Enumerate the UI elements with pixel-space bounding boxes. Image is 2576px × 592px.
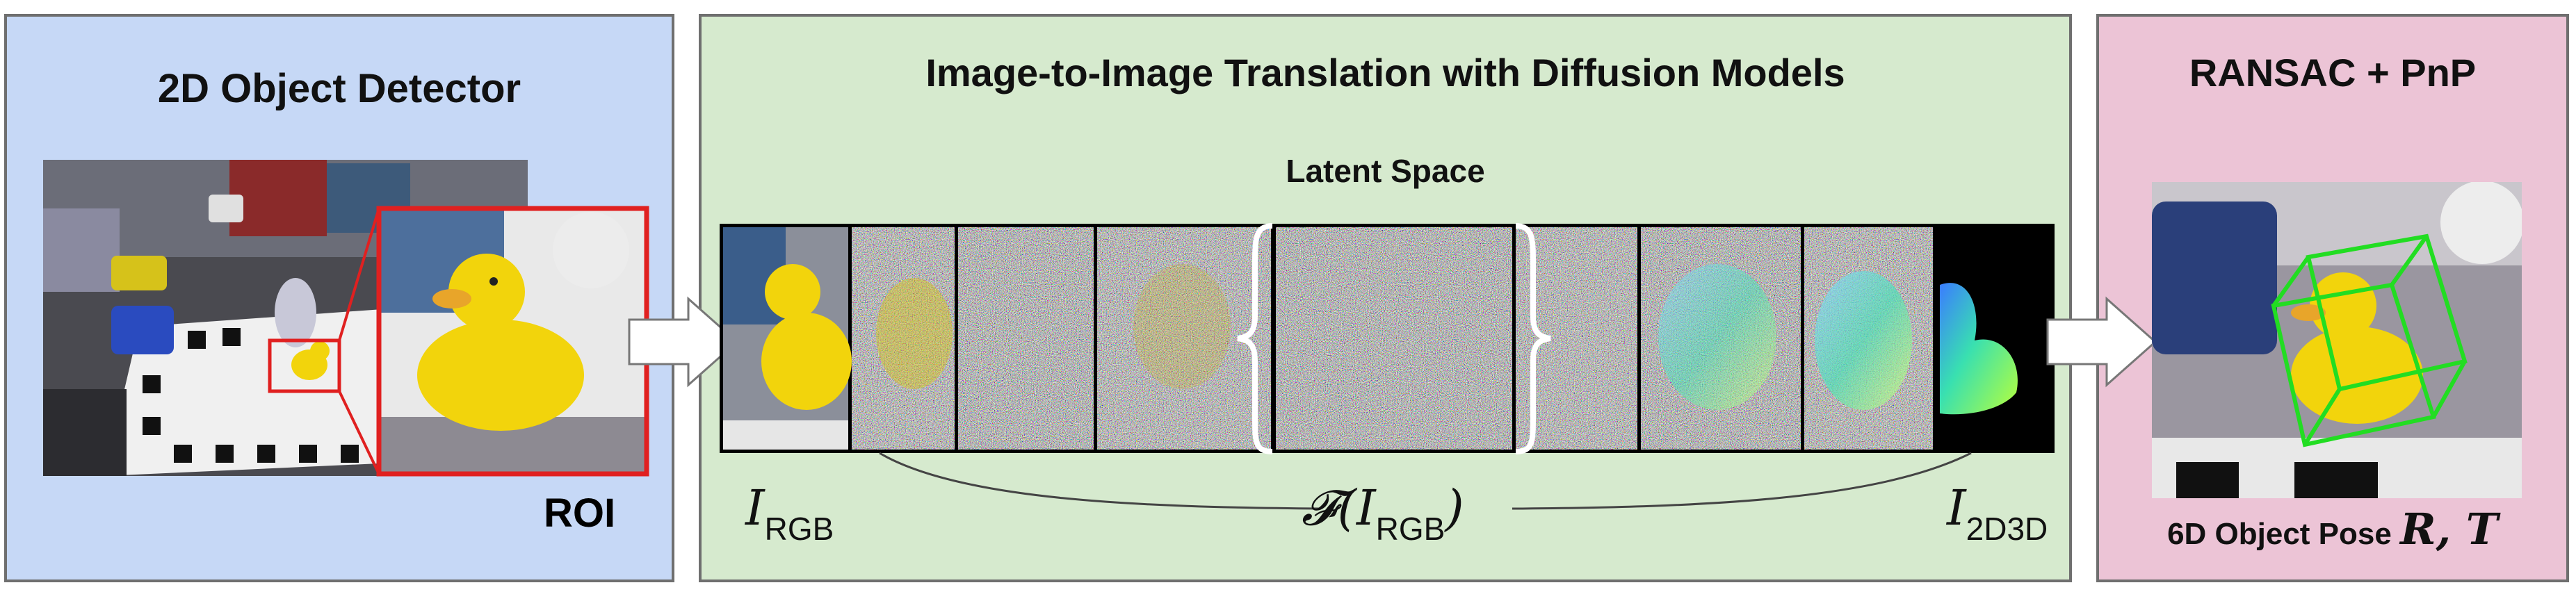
roi-label: ROI xyxy=(544,490,615,536)
function-close: ) xyxy=(1445,479,1464,536)
pose-image xyxy=(2152,181,2524,498)
function-label: 𝓕(IRGB) xyxy=(1302,479,1464,537)
nocs-map xyxy=(1936,227,2051,450)
noise-tiles xyxy=(852,227,1933,450)
flow-arrow xyxy=(2048,299,2155,385)
pose-text: 6D Object Pose xyxy=(2167,517,2392,551)
i-2d3d-sub: 2D3D xyxy=(1966,511,2048,547)
function-sub: RGB xyxy=(1376,511,1445,547)
pose-vars: R, T xyxy=(2400,504,2498,554)
i-rgb-label: IRGB xyxy=(745,479,834,536)
function-symbol: 𝓕(I xyxy=(1302,479,1376,536)
i-rgb-symbol: I xyxy=(745,479,765,536)
latent-strip xyxy=(720,224,2055,453)
i-rgb-sub: RGB xyxy=(765,511,834,547)
pose-label: 6D Object Pose R, T xyxy=(2096,504,2569,554)
function-curve-right xyxy=(1512,453,1971,509)
roi-crop-image xyxy=(379,208,647,474)
function-curve xyxy=(880,453,1321,509)
i-2d3d-symbol: I xyxy=(1947,479,1966,536)
tile-rgb xyxy=(723,227,852,450)
i-2d3d-label: I2D3D xyxy=(1947,479,2048,536)
